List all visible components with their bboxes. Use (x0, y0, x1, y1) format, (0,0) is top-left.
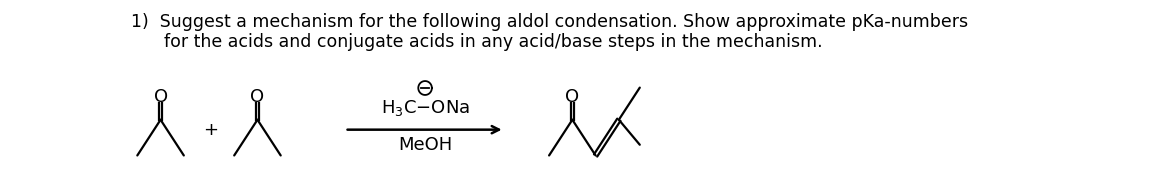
Text: +: + (204, 121, 219, 139)
Text: 1)  Suggest a mechanism for the following aldol condensation. Show approximate p: 1) Suggest a mechanism for the following… (131, 13, 969, 31)
Text: for the acids and conjugate acids in any acid/base steps in the mechanism.: for the acids and conjugate acids in any… (131, 33, 824, 51)
Text: O: O (153, 88, 167, 106)
Text: H$_3$C$-$ONa: H$_3$C$-$ONa (380, 98, 469, 118)
Text: O: O (250, 88, 264, 106)
Text: MeOH: MeOH (398, 136, 452, 154)
Text: O: O (565, 88, 579, 106)
